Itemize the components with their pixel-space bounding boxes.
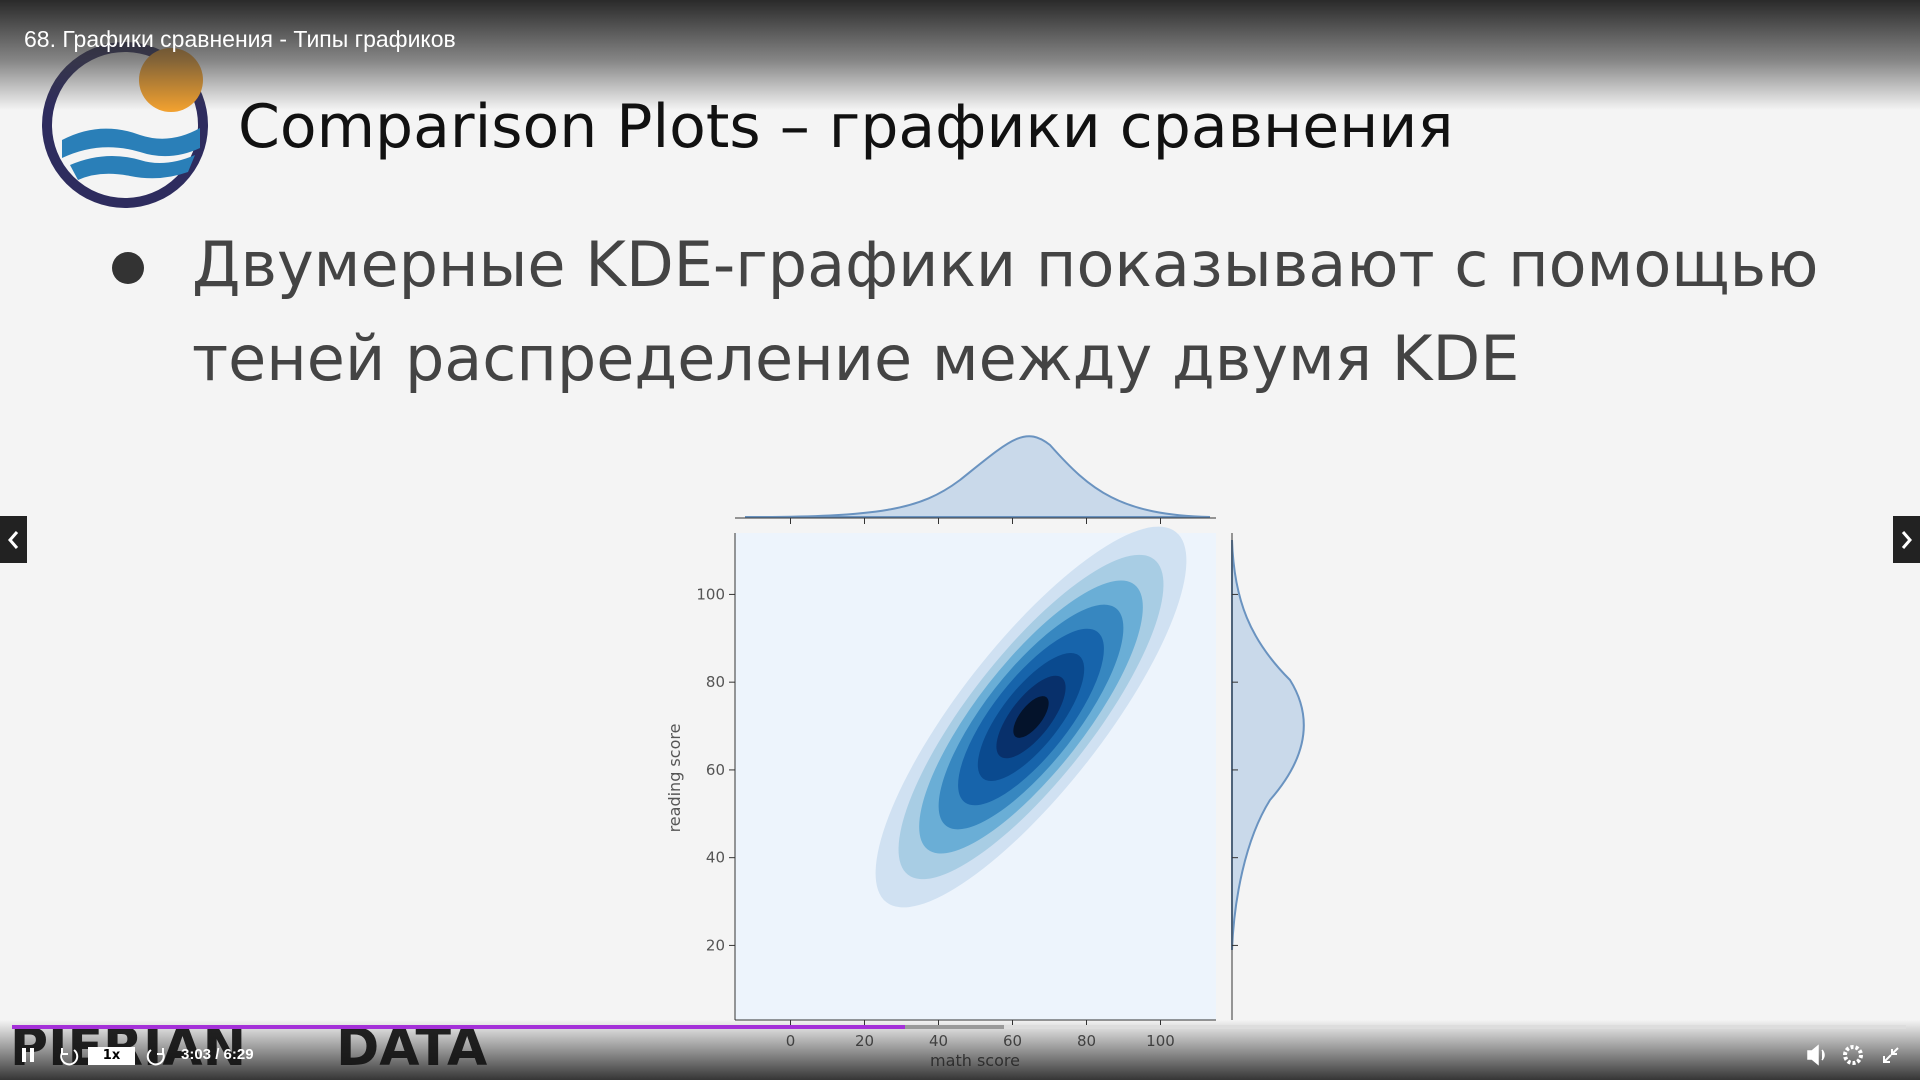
y-tick-label: 60 [706, 761, 725, 779]
y-tick-label: 100 [696, 585, 725, 603]
control-bar [0, 1020, 1920, 1080]
y-axis-label: reading score [665, 724, 684, 833]
next-button[interactable] [1893, 516, 1920, 563]
progress-bar [12, 1025, 905, 1029]
volume-button[interactable] [1807, 1044, 1825, 1066]
pause-button[interactable] [22, 1048, 34, 1062]
settings-button[interactable] [1843, 1045, 1863, 1065]
speed-button[interactable]: 1x [88, 1047, 135, 1065]
y-tick-label: 80 [706, 673, 725, 691]
y-tick-label: 40 [706, 849, 725, 867]
bullet-text: теней распределение между двумя KDE [192, 322, 1520, 395]
bullet-dot [112, 252, 144, 284]
forward-button[interactable] [146, 1048, 165, 1066]
top-bar [0, 0, 1920, 110]
bullet-text: Двумерные KDE-графики показывают с помощ… [192, 228, 1819, 301]
prev-button[interactable] [0, 516, 27, 563]
rewind-button[interactable] [60, 1048, 79, 1066]
time-display: 3:03 / 6:29 [181, 1046, 254, 1063]
slide-title: Comparison Plots – графики сравнения [238, 92, 1454, 162]
right-marginal [1231, 539, 1305, 951]
video-title: 68. Графики сравнения - Типы графиков [24, 26, 456, 52]
fullscreen-button[interactable] [1883, 1047, 1899, 1063]
y-tick-label: 20 [706, 936, 725, 954]
controls [22, 1044, 1899, 1066]
top-marginal [744, 435, 1211, 518]
kde-contours [875, 526, 1187, 908]
